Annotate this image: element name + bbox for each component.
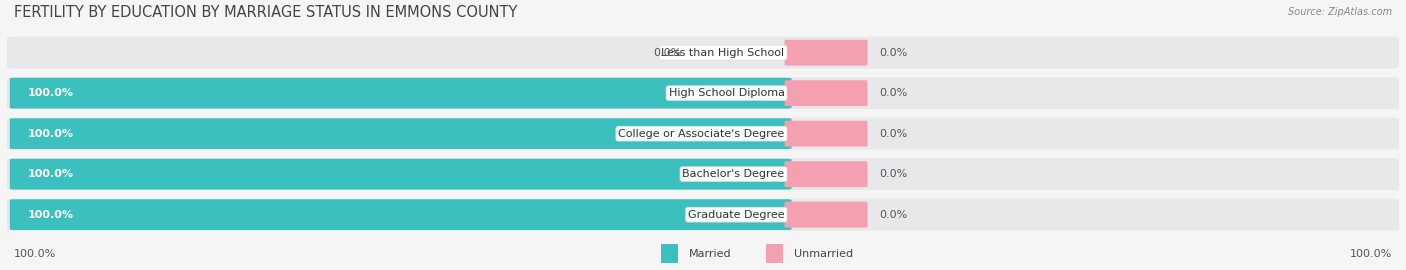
FancyBboxPatch shape	[7, 37, 1399, 69]
FancyBboxPatch shape	[10, 199, 792, 230]
Text: Bachelor's Degree: Bachelor's Degree	[682, 169, 785, 179]
FancyBboxPatch shape	[785, 40, 868, 66]
Text: Source: ZipAtlas.com: Source: ZipAtlas.com	[1288, 7, 1392, 17]
Text: 100.0%: 100.0%	[1350, 249, 1392, 259]
Text: 100.0%: 100.0%	[28, 169, 75, 179]
Text: 100.0%: 100.0%	[14, 249, 56, 259]
FancyBboxPatch shape	[785, 161, 868, 187]
Text: 100.0%: 100.0%	[28, 88, 75, 98]
Text: Less than High School: Less than High School	[661, 48, 785, 58]
Text: 0.0%: 0.0%	[879, 210, 907, 220]
Text: College or Associate's Degree: College or Associate's Degree	[619, 129, 785, 139]
FancyBboxPatch shape	[7, 158, 1399, 190]
Text: 100.0%: 100.0%	[28, 210, 75, 220]
Text: 0.0%: 0.0%	[879, 169, 907, 179]
FancyBboxPatch shape	[10, 118, 792, 149]
FancyBboxPatch shape	[785, 80, 868, 106]
FancyBboxPatch shape	[661, 244, 678, 263]
FancyBboxPatch shape	[785, 121, 868, 147]
Text: Unmarried: Unmarried	[794, 249, 853, 259]
FancyBboxPatch shape	[7, 118, 1399, 150]
Text: 0.0%: 0.0%	[654, 48, 682, 58]
Text: Married: Married	[689, 249, 731, 259]
Text: 0.0%: 0.0%	[879, 48, 907, 58]
FancyBboxPatch shape	[10, 78, 792, 109]
Text: 0.0%: 0.0%	[879, 129, 907, 139]
Text: High School Diploma: High School Diploma	[668, 88, 785, 98]
FancyBboxPatch shape	[10, 159, 792, 190]
Text: 0.0%: 0.0%	[879, 88, 907, 98]
Text: Graduate Degree: Graduate Degree	[688, 210, 785, 220]
FancyBboxPatch shape	[7, 199, 1399, 231]
FancyBboxPatch shape	[766, 244, 783, 263]
FancyBboxPatch shape	[7, 77, 1399, 109]
Text: FERTILITY BY EDUCATION BY MARRIAGE STATUS IN EMMONS COUNTY: FERTILITY BY EDUCATION BY MARRIAGE STATU…	[14, 5, 517, 20]
Text: 100.0%: 100.0%	[28, 129, 75, 139]
FancyBboxPatch shape	[785, 202, 868, 228]
